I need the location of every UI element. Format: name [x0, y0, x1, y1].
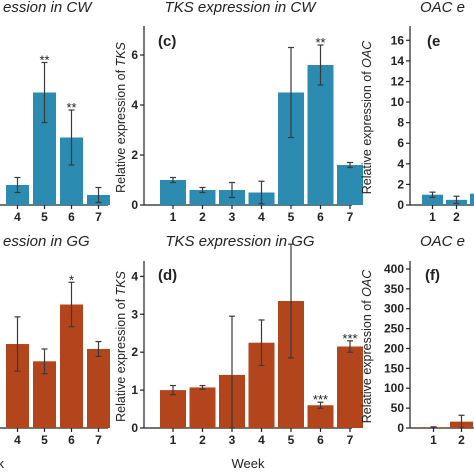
x-tick-label-d-6: 6 [317, 433, 324, 447]
y-tick-label-e: 6 [397, 136, 404, 150]
y-tick-label-f: 0 [397, 421, 404, 435]
significance-cw-left-5: ** [39, 53, 49, 68]
x-tick-label-f-1: 1 [430, 433, 437, 447]
x-axis-label-d: Week [232, 456, 265, 471]
bar-c-7 [337, 165, 363, 205]
y-tick-label-e: 2 [397, 177, 404, 191]
x-tick-label-cw-left-7: 7 [95, 210, 102, 224]
bar-c-1 [160, 180, 186, 205]
bar-c-6 [307, 65, 334, 205]
x-tick-label-c-1: 1 [170, 210, 177, 224]
x-tick-label-d-2: 2 [199, 433, 206, 447]
bar-gg-left-6 [60, 304, 83, 428]
y-tick-label-f: 100 [384, 381, 404, 395]
x-tick-label-cw-left-5: 5 [41, 210, 48, 224]
y-tick-label-e: 0 [397, 198, 404, 212]
significance-d-6: *** [313, 392, 328, 407]
x-tick-label-d-4: 4 [258, 433, 265, 447]
y-tick-label-f: 400 [384, 262, 404, 276]
y-tick-label-f: 50 [391, 401, 405, 415]
bar-gg-left-7 [87, 348, 110, 428]
panel-label-c: (c) [158, 33, 176, 50]
bar-cw-left-5 [33, 92, 56, 205]
y-tick-label-e: 4 [397, 157, 404, 171]
x-tick-label-d-7: 7 [347, 433, 354, 447]
y-tick-label-f: 200 [384, 341, 404, 355]
y-axis-label-e: Relative expression of OAC [360, 40, 374, 195]
chart-title-f: OAC e [420, 233, 465, 250]
y-tick-label-f: 150 [384, 361, 404, 375]
x-tick-label-f-2: 2 [458, 433, 465, 447]
bar-c-2 [189, 190, 216, 205]
y-tick-label-e: 10 [391, 95, 405, 109]
bar-d-7 [337, 346, 363, 428]
x-tick-label-gg-left-7: 7 [95, 433, 102, 447]
y-axis-label-f: Relative expression of OAC [360, 269, 374, 424]
y-tick-label-e: 16 [391, 33, 405, 47]
panel-label-f: (f) [425, 267, 440, 284]
y-tick-label-c: 2 [131, 148, 138, 162]
x-tick-label-d-1: 1 [170, 433, 177, 447]
y-tick-label-d: 1 [131, 383, 138, 397]
bar-cw-left-4 [6, 185, 29, 205]
y-tick-label-e: 8 [397, 116, 404, 130]
panel-label-e: (e [427, 33, 440, 50]
panel-label-d: (d) [158, 267, 177, 284]
y-tick-label-d: 0 [131, 421, 138, 435]
x-tick-label-e-2: 2 [453, 210, 460, 224]
x-tick-label-d-5: 5 [288, 433, 295, 447]
x-tick-label-c-2: 2 [199, 210, 206, 224]
x-tick-label-c-7: 7 [347, 210, 354, 224]
y-axis-label-d: Relative expression of TKS [114, 270, 128, 421]
significance-c-6: ** [315, 35, 325, 50]
chart-title-c: TKS expression in CW [165, 0, 318, 16]
y-tick-label-c: 6 [131, 48, 138, 62]
x-tick-label-c-4: 4 [258, 210, 265, 224]
y-tick-label-f: 300 [384, 302, 404, 316]
y-axis-label-c: Relative expression of TKS [114, 41, 128, 192]
y-tick-label-c: 4 [131, 98, 138, 112]
significance-gg-left-6: * [69, 272, 74, 287]
significance-d-7: *** [342, 331, 357, 346]
significance-cw-left-6: ** [66, 100, 76, 115]
y-tick-label-c: 0 [131, 198, 138, 212]
y-tick-label-d: 2 [131, 345, 138, 359]
x-tick-label-d-3: 3 [229, 433, 236, 447]
chart-title-cw-left: ession in CW [3, 0, 93, 16]
x-tick-label-c-3: 3 [229, 210, 236, 224]
bar-e-1 [422, 194, 443, 205]
bar-d-6 [307, 405, 334, 428]
bar-gg-left-4 [6, 344, 29, 428]
y-tick-label-f: 350 [384, 282, 404, 296]
x-tick-label-c-6: 6 [317, 210, 324, 224]
bar-e-3 [470, 193, 474, 205]
y-tick-label-d: 4 [131, 269, 138, 283]
x-tick-label-c-5: 5 [288, 210, 295, 224]
y-tick-label-d: 3 [131, 307, 138, 321]
bar-gg-left-5 [33, 361, 56, 428]
x-tick-label-cw-left-4: 4 [14, 210, 21, 224]
chart-title-e: OAC e [420, 0, 465, 16]
bar-d-2 [189, 387, 216, 428]
bar-cw-left-6 [60, 137, 83, 205]
x-axis-label-gg-left: Week [0, 456, 4, 471]
y-tick-label-f: 250 [384, 322, 404, 336]
x-tick-label-gg-left-6: 6 [68, 433, 75, 447]
x-tick-label-gg-left-4: 4 [14, 433, 21, 447]
y-tick-label-e: 12 [391, 74, 405, 88]
y-tick-label-e: 14 [391, 54, 405, 68]
x-tick-label-gg-left-5: 5 [41, 433, 48, 447]
x-tick-label-cw-left-6: 6 [68, 210, 75, 224]
x-tick-label-e-1: 1 [429, 210, 436, 224]
bar-d-1 [160, 390, 186, 428]
chart-title-d: TKS expression in GG [165, 233, 315, 250]
chart-title-gg-left: ession in GG [3, 233, 90, 250]
